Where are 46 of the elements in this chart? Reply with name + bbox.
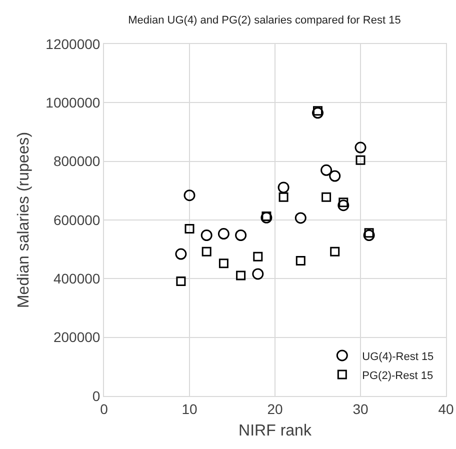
point bbox=[202, 246, 212, 256]
point bbox=[364, 228, 374, 238]
y-tick-label: 1200000 bbox=[46, 36, 100, 52]
point bbox=[218, 228, 230, 240]
y-tick-label: 200000 bbox=[53, 329, 100, 346]
point bbox=[184, 190, 196, 202]
x-tick-label: 40 bbox=[438, 400, 454, 417]
y-tick-label: 400000 bbox=[53, 270, 100, 287]
point bbox=[176, 276, 186, 286]
point bbox=[262, 211, 272, 221]
point bbox=[329, 170, 341, 182]
legend-label: UG(4)-Rest 15 bbox=[362, 350, 434, 363]
chart-title: Median UG(4) and PG(2) salaries compared for Rest 15 bbox=[128, 14, 401, 26]
x-tick-label: 10 bbox=[182, 400, 198, 417]
x-tick-label: 20 bbox=[267, 400, 283, 417]
point bbox=[354, 142, 366, 154]
point bbox=[338, 198, 348, 208]
point bbox=[278, 192, 288, 202]
point bbox=[175, 248, 187, 260]
point bbox=[253, 252, 263, 262]
x-axis-title: NIRF rank bbox=[238, 422, 312, 440]
point bbox=[200, 230, 212, 241]
point bbox=[363, 230, 375, 241]
point bbox=[330, 246, 340, 256]
point bbox=[294, 212, 306, 224]
point bbox=[338, 200, 350, 212]
point bbox=[296, 256, 306, 266]
point bbox=[313, 106, 322, 116]
y-tick-label: 0 bbox=[92, 388, 100, 404]
point bbox=[260, 212, 272, 224]
y-tick-label: 800000 bbox=[53, 153, 100, 170]
y-tick-label: 600000 bbox=[53, 212, 100, 228]
point bbox=[184, 224, 194, 234]
x-tick-label: 30 bbox=[352, 400, 368, 417]
legend-label: PG(2)-Rest 15 bbox=[362, 370, 434, 382]
point bbox=[322, 192, 332, 202]
point bbox=[236, 270, 246, 280]
point bbox=[278, 182, 290, 194]
y-axis-title: Median salaries (rupees) bbox=[16, 132, 33, 308]
point bbox=[252, 268, 264, 280]
point bbox=[312, 107, 324, 119]
point bbox=[235, 230, 247, 241]
point bbox=[218, 258, 228, 268]
y-tick-label: 1000000 bbox=[46, 94, 100, 111]
point bbox=[320, 164, 332, 176]
point bbox=[356, 155, 366, 165]
